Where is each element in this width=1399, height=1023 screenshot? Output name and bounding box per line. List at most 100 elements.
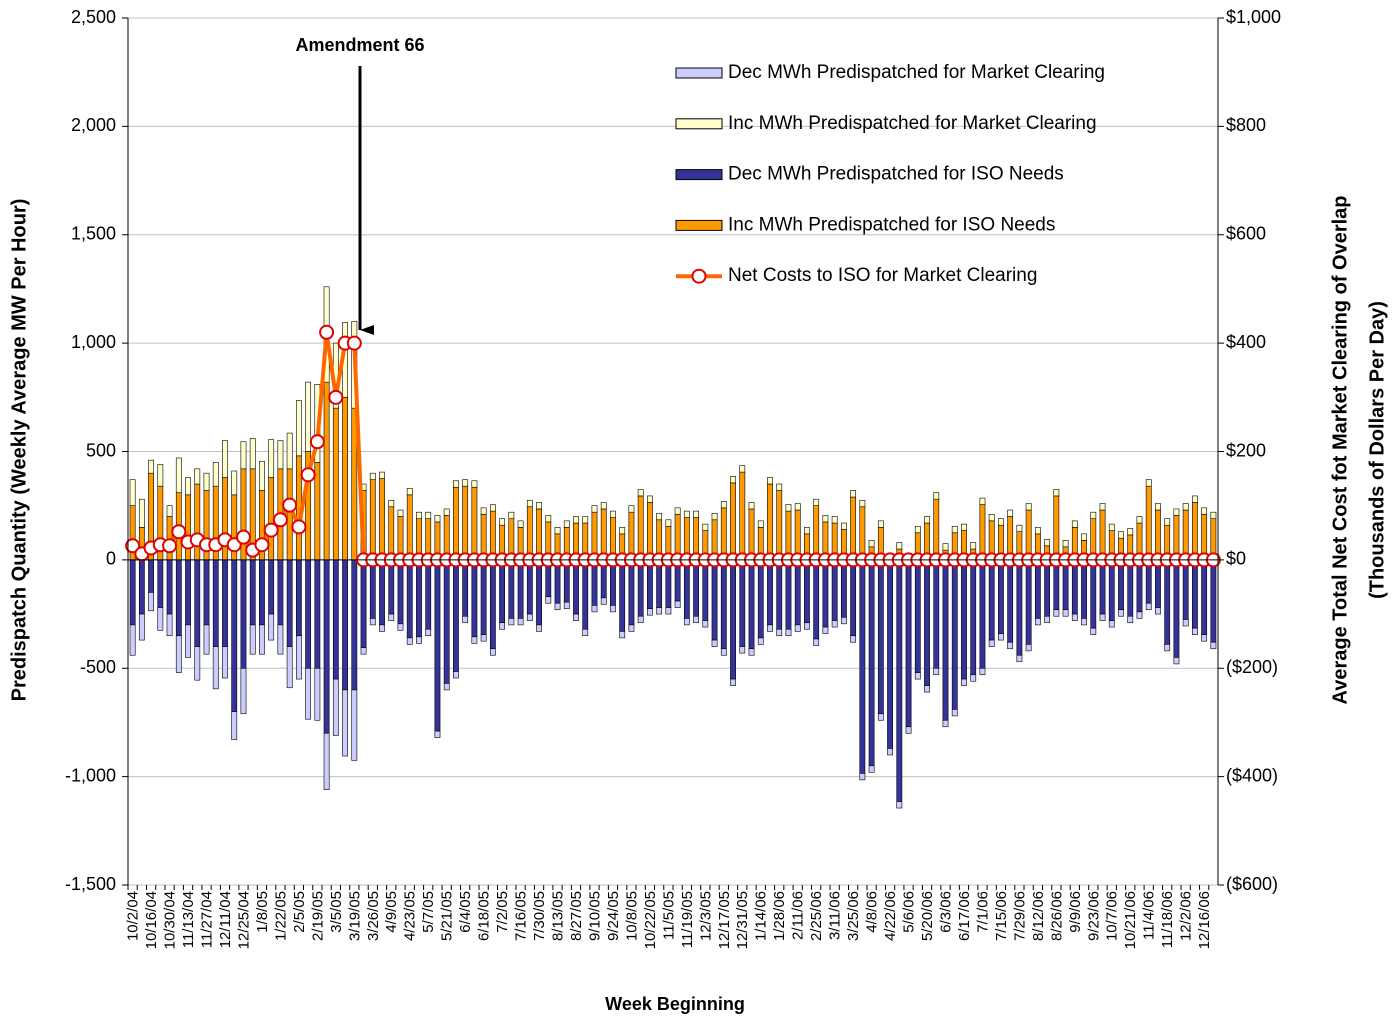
x-tick-label: 3/5/05 (328, 891, 345, 933)
bar (416, 511, 422, 519)
bar (1164, 559, 1171, 645)
bar (859, 506, 866, 561)
line-marker (254, 537, 270, 553)
bar (1173, 657, 1180, 665)
bar (693, 559, 699, 617)
bar (702, 559, 709, 621)
line-marker (291, 519, 307, 535)
bar (1025, 644, 1032, 652)
bar (877, 559, 884, 715)
bar (240, 559, 247, 669)
bar (1007, 641, 1014, 650)
bar (314, 462, 321, 561)
bar (388, 506, 395, 561)
legend-label: Dec MWh Predispatched for Market Clearin… (728, 62, 1105, 83)
bar (702, 620, 709, 628)
bar (1071, 613, 1078, 621)
x-tick-label: 7/30/05 (531, 891, 548, 941)
bar (582, 559, 589, 630)
bar (961, 678, 967, 686)
bar (924, 516, 930, 524)
bar (1108, 523, 1115, 531)
bar (674, 507, 681, 515)
bar (868, 559, 875, 767)
bar (1201, 507, 1208, 515)
bar (628, 559, 635, 626)
bar (794, 559, 801, 626)
bar (1182, 503, 1189, 511)
bar (591, 605, 598, 613)
bar (683, 510, 690, 518)
bar (656, 607, 663, 615)
bar (674, 600, 681, 608)
x-tick-label: 10/22/05 (642, 891, 659, 949)
bar (545, 515, 552, 523)
bar (896, 801, 903, 809)
bar (647, 502, 653, 561)
bar (1210, 559, 1217, 643)
bar (360, 559, 367, 648)
bar (148, 559, 154, 593)
bar (517, 559, 524, 619)
bar (175, 635, 182, 673)
bar (443, 683, 450, 691)
bar (656, 512, 663, 521)
x-tick-label: 2/11/06 (790, 891, 807, 940)
bar (1192, 502, 1198, 561)
bar (1071, 520, 1078, 528)
bar (1044, 538, 1051, 547)
x-tick-label: 3/11/06 (827, 891, 844, 940)
bar (877, 520, 884, 528)
bar (868, 540, 875, 548)
bar (1025, 503, 1032, 511)
bar (776, 490, 783, 561)
bar (1145, 479, 1152, 487)
bar (342, 397, 348, 561)
bar (332, 678, 339, 736)
bar (517, 520, 524, 528)
bar (277, 440, 284, 470)
bar (988, 514, 995, 522)
bar (1108, 559, 1115, 621)
y2-tick-label: $0 (1226, 549, 1246, 569)
bar (1108, 620, 1115, 628)
bar (1127, 615, 1134, 624)
bar (748, 559, 755, 650)
bar (379, 478, 385, 561)
line-marker (162, 538, 178, 554)
bar (573, 613, 579, 621)
bar (1071, 559, 1078, 615)
bar (526, 559, 533, 615)
bar (591, 505, 598, 513)
bar (1062, 609, 1069, 617)
x-tick-label: 3/26/05 (365, 891, 382, 941)
bar (286, 646, 293, 689)
bar (434, 730, 441, 738)
bar (757, 559, 764, 639)
x-tick-label: 11/27/04 (198, 891, 215, 948)
x-tick-label: 4/23/05 (402, 891, 419, 941)
x-tick-label: 9/24/05 (605, 891, 622, 941)
bar (499, 559, 506, 624)
bar (508, 511, 515, 519)
bar (471, 559, 478, 638)
bar (222, 477, 228, 561)
bar (619, 527, 626, 535)
bar (554, 602, 561, 611)
bar (905, 559, 912, 728)
bar (314, 559, 321, 669)
y2-tick-label: ($200) (1226, 657, 1278, 677)
bar (1192, 627, 1198, 635)
bar (1053, 609, 1060, 617)
bar (1136, 611, 1143, 619)
bar (563, 601, 570, 609)
bar (323, 732, 330, 790)
y-tick-label: 2,000 (71, 115, 116, 135)
x-tick-label: 10/2/04 (125, 891, 142, 941)
bar (1210, 641, 1217, 650)
bar (388, 499, 395, 508)
bar (637, 495, 644, 561)
bar (1007, 509, 1014, 517)
bar (914, 559, 921, 673)
